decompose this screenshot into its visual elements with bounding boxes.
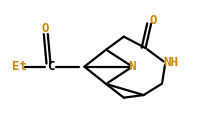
Text: Et: Et — [12, 60, 27, 73]
Text: C: C — [47, 60, 54, 73]
Text: NH: NH — [163, 56, 178, 69]
Text: O: O — [41, 22, 49, 35]
Text: O: O — [150, 14, 157, 28]
Text: N: N — [129, 60, 136, 73]
